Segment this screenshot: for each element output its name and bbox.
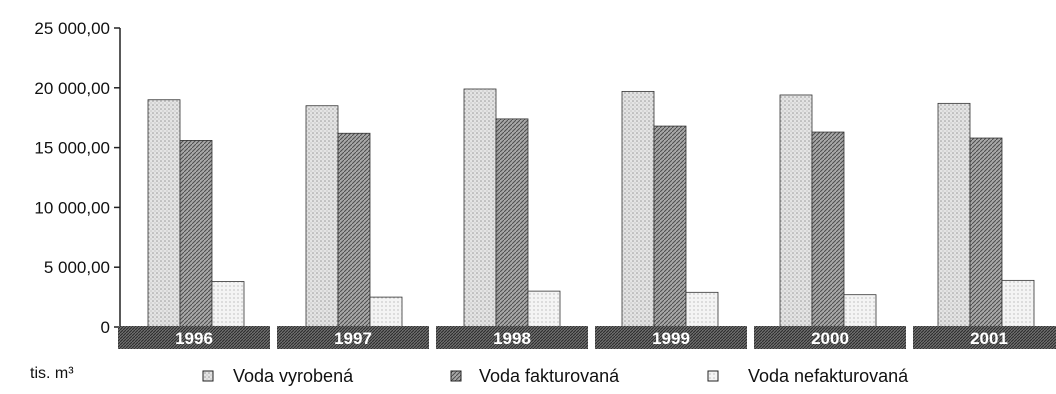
category-band-2000 (754, 326, 906, 349)
bar-fakturovana-1999 (653, 125, 687, 328)
legend: Voda vyrobená Voda fakturovaná Voda nefa… (202, 366, 909, 386)
x-category-label: 1996 (175, 329, 213, 348)
bar-vyrobena-1997 (305, 105, 339, 328)
x-category-label: 1998 (493, 329, 531, 348)
y-tick-label: 0 (101, 318, 110, 337)
x-category-label: 2000 (811, 329, 849, 348)
bar-vyrobena-2001 (937, 102, 971, 328)
y-axis-ticks: 0 5 000,00 10 000,00 15 000,00 20 000,00 25 0… (34, 19, 120, 337)
legend-swatch-vyrobena (202, 370, 214, 382)
bar-fakturovana-1997 (337, 132, 371, 328)
legend-swatch-fakturovana (450, 370, 462, 382)
bar-vyrobena-1999 (621, 90, 655, 328)
y-tick-label: 20 000,00 (34, 79, 110, 98)
y-tick-label: 10 000,00 (34, 198, 110, 217)
category-band-1999 (595, 326, 747, 349)
category-band-2001 (913, 326, 1056, 349)
bar-nefakturovana-1998 (527, 290, 561, 328)
legend-item-vyrobena: Voda vyrobená (202, 366, 354, 386)
legend-label-fakturovana: Voda fakturovaná (479, 366, 620, 386)
bar-fakturovana-2001 (969, 137, 1003, 328)
legend-label-nefakturovana: Voda nefakturovaná (748, 366, 909, 386)
y-tick-label: 15 000,00 (34, 139, 110, 158)
legend-swatch-nefakturovana (707, 370, 719, 382)
legend-item-nefakturovana: Voda nefakturovaná (707, 366, 909, 386)
x-category-label: 1999 (652, 329, 690, 348)
bar-nefakturovana-1997 (369, 296, 403, 328)
bar-vyrobena-1998 (463, 88, 497, 328)
y-tick-label: 25 000,00 (34, 19, 110, 38)
y-tick-label: 5 000,00 (44, 258, 110, 277)
bar-nefakturovana-2000 (843, 294, 877, 328)
bar-nefakturovana-1999 (685, 291, 719, 328)
bar-nefakturovana-2001 (1001, 279, 1035, 328)
category-band-1997 (277, 326, 429, 349)
bar-fakturovana-1996 (179, 140, 213, 328)
x-category-label: 1997 (334, 329, 372, 348)
y-unit-label: tis. m³ (30, 365, 74, 382)
bars-group (147, 88, 1035, 328)
bar-vyrobena-1996 (147, 99, 181, 328)
category-band-1996 (118, 326, 270, 349)
category-bands: 1996 1997 1998 1999 2000 2001 (118, 326, 1056, 349)
bar-fakturovana-1998 (495, 118, 529, 328)
bar-fakturovana-2000 (811, 131, 845, 328)
bar-vyrobena-2000 (779, 94, 813, 328)
category-band-1998 (436, 326, 588, 349)
legend-label-vyrobena: Voda vyrobená (233, 366, 354, 386)
bar-nefakturovana-1996 (211, 281, 245, 328)
x-category-label: 2001 (970, 329, 1008, 348)
legend-item-fakturovana: Voda fakturovaná (450, 366, 620, 386)
